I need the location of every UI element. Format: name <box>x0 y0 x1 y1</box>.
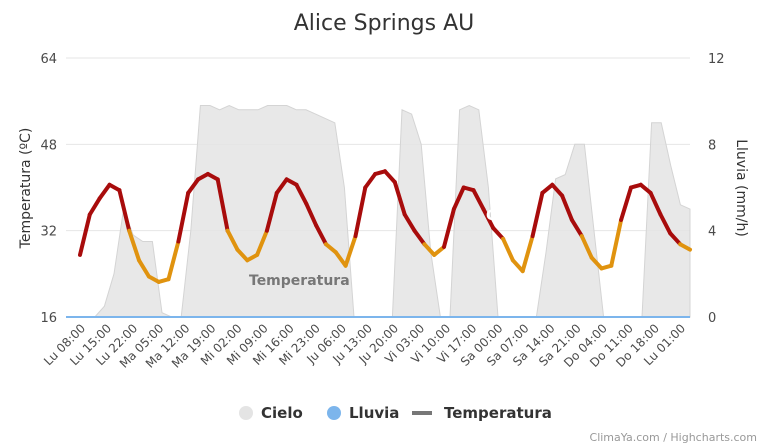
cielo-legend-icon <box>239 406 253 420</box>
left-tick-label: 48 <box>40 138 57 153</box>
temperatura-segment <box>225 228 240 252</box>
temperatura-segment <box>609 217 624 268</box>
left-axis-ticks: 16 32 48 64 <box>40 52 57 326</box>
lluvia-legend-icon <box>327 406 341 420</box>
temperatura-segment <box>432 244 446 257</box>
credits-link[interactable]: ClimaYa.com / Highcharts.com <box>590 431 757 444</box>
temperatura-segment <box>678 242 692 252</box>
lluvia-legend-label: Lluvia <box>349 404 399 422</box>
temperatura-segment <box>589 255 604 271</box>
temperatura-segment <box>451 185 466 212</box>
temperatura-segment <box>117 188 132 233</box>
temperatura-segment <box>235 247 250 263</box>
temperatura-series-line[interactable] <box>78 169 692 284</box>
temperatura-segment <box>97 182 112 201</box>
temperatura-segment <box>422 242 437 257</box>
temperatura-segment <box>127 228 141 263</box>
temperatura-segment <box>166 239 181 282</box>
temperatura-segment <box>658 212 673 236</box>
temperatura-segment <box>176 190 191 244</box>
temperatura-segment <box>668 231 683 247</box>
temperatura-segment <box>569 217 584 239</box>
cielo-inline-label: Cielo <box>486 208 525 224</box>
temperatura-segment <box>402 212 417 233</box>
right-tick-label: 12 <box>708 52 725 67</box>
temperatura-segment <box>255 228 269 257</box>
temperatura-segment <box>274 177 289 195</box>
temperatura-segment <box>540 182 555 195</box>
chart-title: Alice Springs AU <box>294 11 475 36</box>
temperatura-segment <box>392 180 407 217</box>
right-tick-label: 4 <box>708 225 716 240</box>
temperatura-segment <box>560 193 574 222</box>
temperatura-segment <box>510 258 525 274</box>
temperatura-segment <box>87 196 102 217</box>
temperatura-segment <box>520 234 535 274</box>
temperatura-segment <box>304 201 319 228</box>
right-tick-label: 8 <box>708 138 716 153</box>
cielo-legend-label: Cielo <box>261 404 303 422</box>
temperatura-segment <box>186 177 201 195</box>
left-tick-label: 16 <box>40 311 57 326</box>
temperatura-segment <box>215 177 230 233</box>
temperatura-segment <box>491 226 506 241</box>
temperatura-segment <box>363 172 378 190</box>
temperatura-segment <box>324 242 338 255</box>
temperatura-segment <box>353 185 368 239</box>
temperatura-segment <box>550 182 565 198</box>
temperatura-segment <box>383 169 397 185</box>
temperatura-segment <box>638 182 653 195</box>
temperatura-segment <box>530 190 545 239</box>
legend-item-cielo[interactable]: Cielo <box>239 404 303 422</box>
temperatura-segment <box>333 250 348 268</box>
temperatura-legend-label: Temperatura <box>444 404 552 422</box>
temperatura-segment <box>619 185 633 222</box>
temperatura-inline-label: Temperatura <box>249 273 350 289</box>
temperatura-segment <box>137 258 151 279</box>
right-axis-ticks: 0 4 8 12 <box>708 52 725 326</box>
temperatura-segment <box>442 207 456 249</box>
left-tick-label: 64 <box>40 52 57 67</box>
left-axis-title: Temperatura (ºC) <box>18 128 34 250</box>
temperatura-segment <box>78 212 92 257</box>
temperatura-segment <box>471 188 486 212</box>
temperatura-segment <box>264 190 279 233</box>
temperatura-segment <box>648 190 663 217</box>
right-axis-title: Lluvia (mm/h) <box>733 139 749 237</box>
left-tick-label: 32 <box>40 225 57 240</box>
temperatura-segment <box>481 207 496 230</box>
temperatura-segment <box>412 228 427 247</box>
temperatura-segment <box>501 236 515 263</box>
cielo-area-series[interactable] <box>66 104 691 318</box>
legend: Cielo Lluvia Temperatura <box>239 404 552 422</box>
right-tick-label: 0 <box>708 311 716 326</box>
temperatura-segment <box>579 234 594 260</box>
temperatura-segment <box>343 234 358 268</box>
temperatura-segment <box>314 223 328 247</box>
legend-item-lluvia[interactable]: Lluvia <box>327 404 399 422</box>
temperatura-segment <box>294 182 309 206</box>
legend-item-temperatura[interactable]: Temperatura <box>412 404 552 422</box>
